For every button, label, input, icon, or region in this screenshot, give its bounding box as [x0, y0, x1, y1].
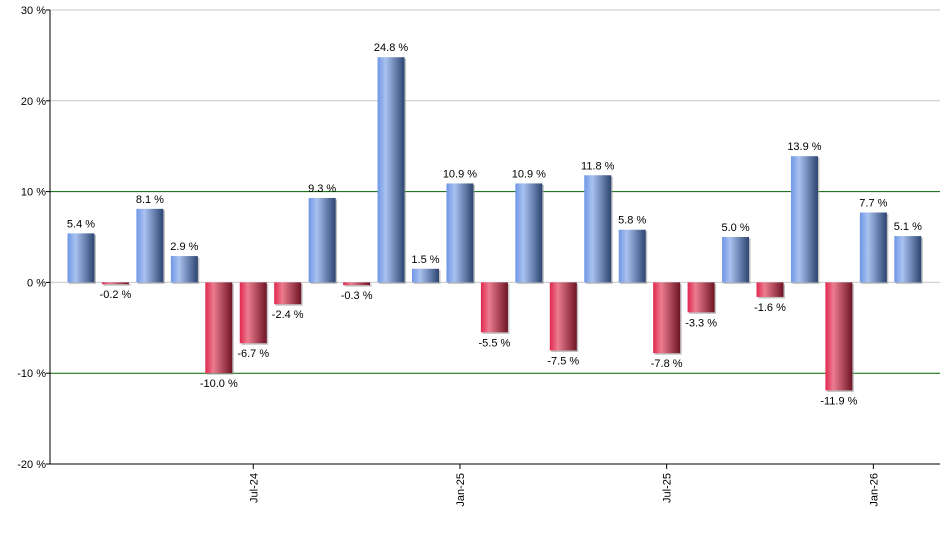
bar	[205, 282, 233, 374]
bar	[790, 156, 818, 283]
data-label: 5.1 %	[894, 221, 922, 233]
data-label: 7.7 %	[859, 197, 887, 209]
data-label: 5.0 %	[721, 222, 749, 234]
bar	[859, 212, 887, 283]
data-label: 13.9 %	[787, 141, 821, 153]
bar	[67, 233, 95, 283]
data-label: 8.1 %	[136, 194, 164, 206]
bar	[825, 282, 853, 391]
bar	[549, 282, 577, 351]
data-label: -1.6 %	[754, 302, 786, 314]
bar	[101, 282, 129, 285]
y-tick-label: -20 %	[17, 459, 46, 471]
bar	[618, 229, 646, 283]
data-label: -7.8 %	[651, 358, 683, 370]
data-label: 5.8 %	[618, 215, 646, 227]
y-tick-label: 20 %	[21, 96, 46, 108]
bar	[894, 236, 922, 283]
x-tick-label: Jan-25	[455, 473, 467, 507]
bar	[343, 282, 371, 286]
data-label: 11.8 %	[581, 160, 615, 172]
data-label: 1.5 %	[411, 254, 439, 266]
data-label: 10.9 %	[443, 168, 477, 180]
data-label: 2.9 %	[170, 241, 198, 253]
bar	[722, 237, 750, 283]
data-label: 24.8 %	[374, 42, 408, 54]
data-label: -6.7 %	[237, 348, 269, 360]
data-label: -3.3 %	[685, 317, 717, 329]
data-label: 10.9 %	[512, 168, 546, 180]
data-label: -5.5 %	[479, 337, 511, 349]
bar	[136, 208, 164, 283]
x-tick-label: Jul-24	[248, 473, 260, 503]
data-label: -0.3 %	[341, 290, 373, 302]
y-tick-label: 30 %	[21, 5, 46, 17]
bar	[239, 282, 267, 344]
bar	[308, 197, 336, 283]
y-tick-label: -10 %	[17, 368, 46, 380]
bar	[515, 183, 543, 283]
data-label: -10.0 %	[200, 378, 238, 390]
bar	[274, 282, 302, 305]
y-tick-label: 10 %	[21, 187, 46, 199]
bar	[480, 282, 508, 333]
x-tick-label: Jul-25	[662, 473, 674, 503]
bar	[377, 57, 405, 283]
y-tick-label: 0 %	[27, 277, 46, 289]
bar-shadow	[344, 283, 372, 287]
bar	[687, 282, 715, 313]
bar-shadow	[103, 283, 131, 286]
bar	[412, 268, 439, 283]
bar	[756, 282, 784, 297]
bar	[584, 175, 612, 283]
data-label: 5.4 %	[67, 218, 95, 230]
bar	[653, 282, 681, 354]
bar	[170, 256, 198, 283]
data-label: 9.3 %	[308, 183, 336, 195]
data-label: -11.9 %	[820, 395, 857, 407]
data-label: -7.5 %	[547, 356, 579, 368]
data-label: -0.2 %	[100, 289, 132, 301]
x-tick-label: Jan-26	[868, 473, 880, 507]
bar	[446, 183, 474, 283]
data-label: -2.4 %	[272, 309, 304, 321]
